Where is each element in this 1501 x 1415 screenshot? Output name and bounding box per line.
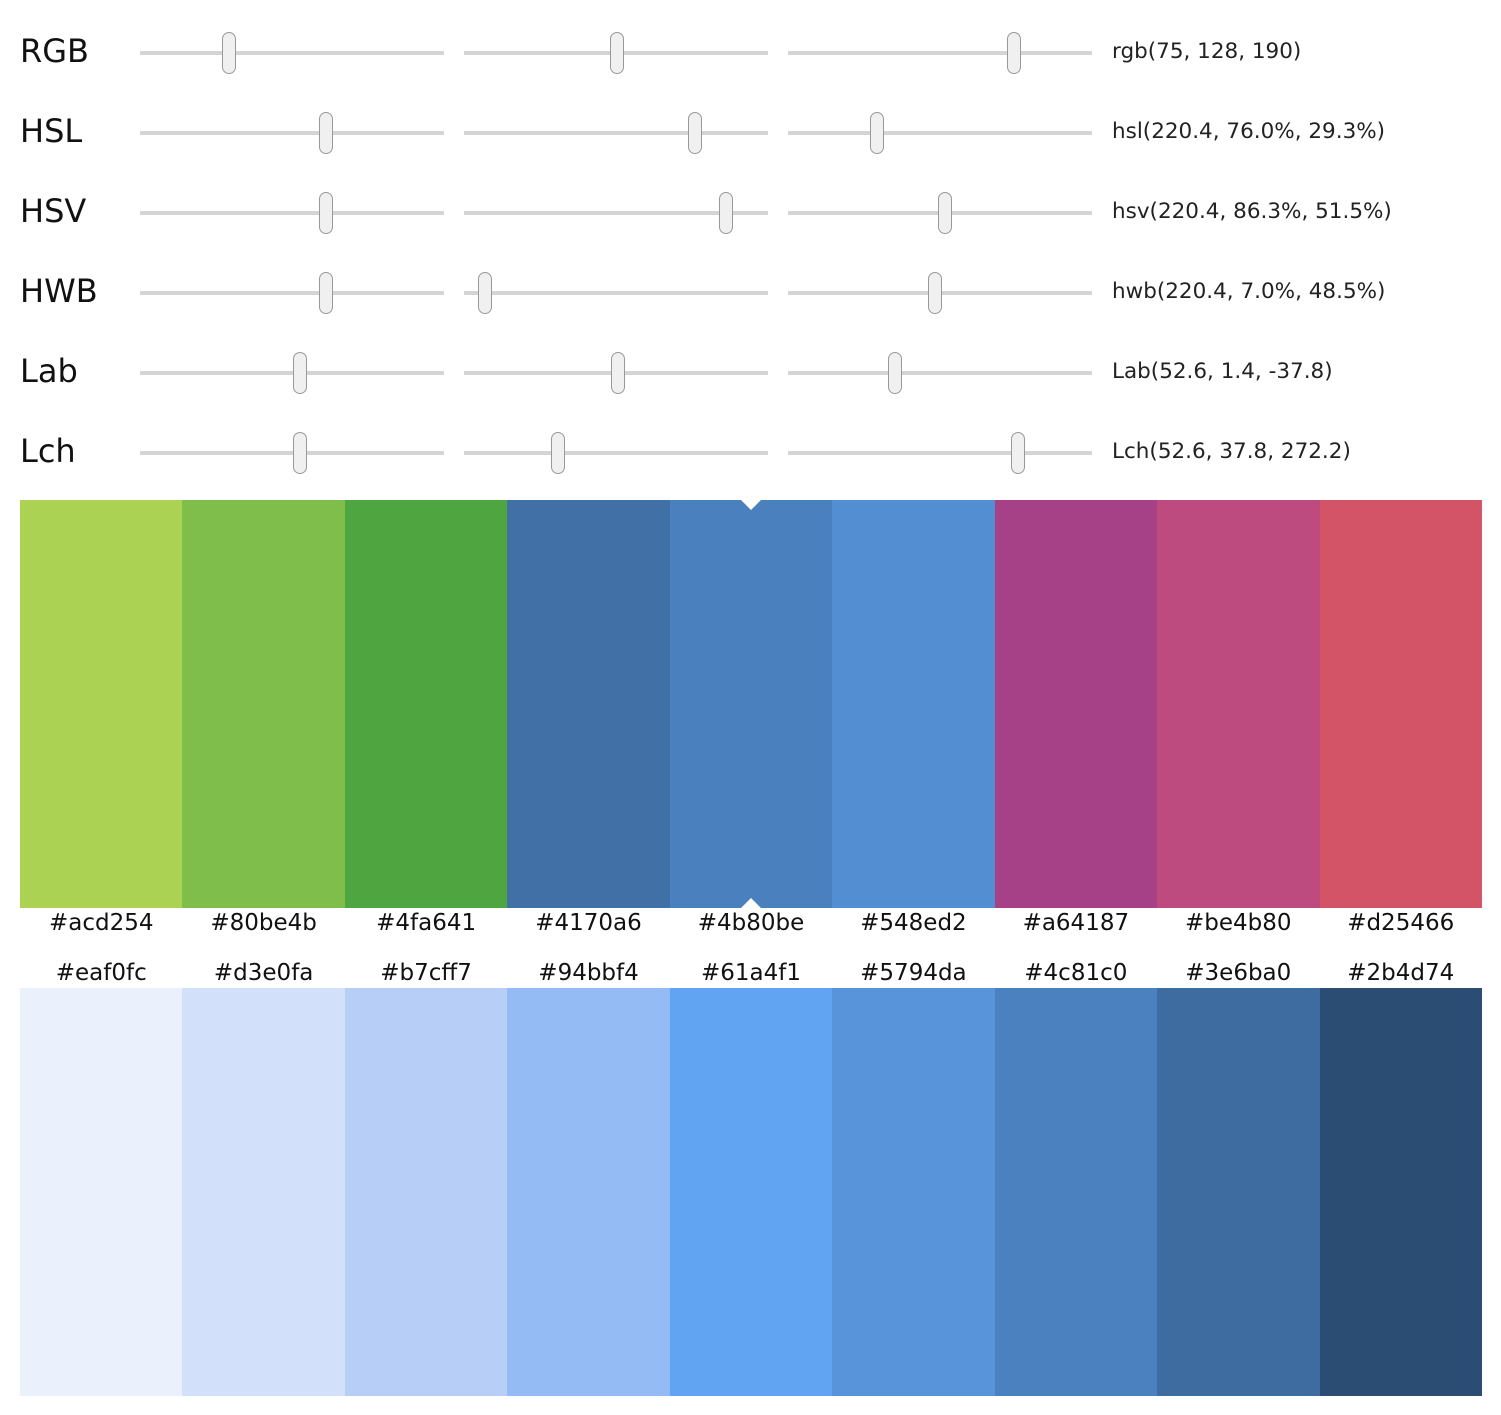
palette-bottom-swatches bbox=[20, 988, 1482, 1396]
hex-label: #3e6ba0 bbox=[1185, 960, 1292, 986]
model-label: HSV bbox=[20, 192, 87, 230]
slider-thumb[interactable] bbox=[319, 272, 333, 314]
slider-thumb[interactable] bbox=[870, 112, 884, 154]
value-text: rgb(75, 128, 190) bbox=[1112, 39, 1302, 64]
slider-thumb[interactable] bbox=[551, 432, 565, 474]
slider-track-1[interactable] bbox=[140, 112, 444, 154]
slider-track-3[interactable] bbox=[788, 32, 1092, 74]
slider-thumb[interactable] bbox=[610, 32, 624, 74]
hex-label: #548ed2 bbox=[860, 910, 967, 936]
slider-track-1[interactable] bbox=[140, 432, 444, 474]
slider-thumb[interactable] bbox=[928, 272, 942, 314]
slider-track-2[interactable] bbox=[464, 272, 768, 314]
slider-thumb[interactable] bbox=[719, 192, 733, 234]
hex-label: #d25466 bbox=[1347, 910, 1455, 936]
color-swatch[interactable] bbox=[182, 500, 345, 908]
slider-track-3[interactable] bbox=[788, 192, 1092, 234]
hex-label: #b7cff7 bbox=[380, 960, 472, 986]
model-label: RGB bbox=[20, 32, 89, 70]
slider-track-2[interactable] bbox=[464, 192, 768, 234]
slider-track-1[interactable] bbox=[140, 192, 444, 234]
slider-track-3[interactable] bbox=[788, 352, 1092, 394]
color-swatch[interactable] bbox=[994, 500, 1158, 908]
selected-marker-bottom-icon bbox=[741, 898, 761, 908]
color-swatch[interactable] bbox=[1157, 988, 1320, 1396]
palette-bottom-labels: #eaf0fc #d3e0fa #b7cff7 #94bbf4 #61a4f1 #5794… bbox=[20, 958, 1482, 988]
hex-label: #61a4f1 bbox=[700, 960, 801, 986]
value-text: hwb(220.4, 7.0%, 48.5%) bbox=[1112, 279, 1386, 304]
hex-label: #4c81c0 bbox=[1024, 960, 1128, 986]
color-swatch[interactable] bbox=[344, 500, 508, 908]
value-text: Lch(52.6, 37.8, 272.2) bbox=[1112, 439, 1351, 464]
slider-row-lch: Lch Lch(52.6, 37.8, 272.2) bbox=[0, 402, 1501, 482]
color-swatch[interactable] bbox=[20, 500, 183, 908]
model-label: HWB bbox=[20, 272, 98, 310]
slider-thumb[interactable] bbox=[1011, 432, 1025, 474]
hex-label: #2b4d74 bbox=[1347, 960, 1455, 986]
slider-track-1[interactable] bbox=[140, 32, 444, 74]
color-swatch[interactable] bbox=[669, 500, 833, 908]
color-swatch[interactable] bbox=[832, 500, 995, 908]
color-swatch[interactable] bbox=[1319, 988, 1482, 1396]
color-swatch[interactable] bbox=[832, 988, 995, 1396]
slider-thumb[interactable] bbox=[938, 192, 952, 234]
slider-thumb[interactable] bbox=[688, 112, 702, 154]
slider-thumb[interactable] bbox=[478, 272, 492, 314]
model-label: Lch bbox=[20, 432, 76, 470]
color-swatch[interactable] bbox=[20, 988, 183, 1396]
slider-thumb[interactable] bbox=[293, 432, 307, 474]
hex-label: #acd254 bbox=[48, 910, 154, 936]
color-swatch[interactable] bbox=[344, 988, 508, 1396]
color-swatch[interactable] bbox=[669, 988, 833, 1396]
slider-thumb[interactable] bbox=[888, 352, 902, 394]
slider-track-3[interactable] bbox=[788, 432, 1092, 474]
selected-marker-top-icon bbox=[741, 500, 761, 510]
slider-track-3[interactable] bbox=[788, 272, 1092, 314]
slider-row-hwb: HWB hwb(220.4, 7.0%, 48.5%) bbox=[0, 242, 1501, 322]
hex-label: #5794da bbox=[860, 960, 967, 986]
hex-label: #eaf0fc bbox=[55, 960, 147, 986]
color-swatch[interactable] bbox=[994, 988, 1158, 1396]
value-text: Lab(52.6, 1.4, -37.8) bbox=[1112, 359, 1333, 384]
slider-track-3[interactable] bbox=[788, 112, 1092, 154]
slider-track-1[interactable] bbox=[140, 352, 444, 394]
slider-thumb[interactable] bbox=[319, 192, 333, 234]
slider-row-lab: Lab Lab(52.6, 1.4, -37.8) bbox=[0, 322, 1501, 402]
model-label: HSL bbox=[20, 112, 83, 150]
hex-label: #94bbf4 bbox=[538, 960, 639, 986]
slider-thumb[interactable] bbox=[222, 32, 236, 74]
slider-thumb[interactable] bbox=[1007, 32, 1021, 74]
hex-label: #4b80be bbox=[697, 910, 805, 936]
color-swatch[interactable] bbox=[182, 988, 345, 1396]
color-swatch[interactable] bbox=[1157, 500, 1320, 908]
slider-track-2[interactable] bbox=[464, 432, 768, 474]
slider-row-hsl: HSL hsl(220.4, 76.0%, 29.3%) bbox=[0, 82, 1501, 162]
model-label: Lab bbox=[20, 352, 78, 390]
color-swatch[interactable] bbox=[1319, 500, 1482, 908]
palette-top-labels: #acd254 #80be4b #4fa641 #4170a6 #4b80be #548e… bbox=[20, 908, 1482, 938]
slider-row-rgb: RGB rgb(75, 128, 190) bbox=[0, 2, 1501, 82]
hex-label: #80be4b bbox=[210, 910, 317, 936]
slider-thumb[interactable] bbox=[319, 112, 333, 154]
hex-label: #4170a6 bbox=[535, 910, 642, 936]
value-text: hsl(220.4, 76.0%, 29.3%) bbox=[1112, 119, 1386, 144]
slider-row-hsv: HSV hsv(220.4, 86.3%, 51.5%) bbox=[0, 162, 1501, 242]
hex-label: #a64187 bbox=[1022, 910, 1130, 936]
hex-label: #be4b80 bbox=[1185, 910, 1292, 936]
slider-thumb[interactable] bbox=[293, 352, 307, 394]
palette-top-swatches bbox=[20, 500, 1482, 908]
slider-track-2[interactable] bbox=[464, 32, 768, 74]
value-text: hsv(220.4, 86.3%, 51.5%) bbox=[1112, 199, 1392, 224]
hex-label: #4fa641 bbox=[376, 910, 477, 936]
slider-thumb[interactable] bbox=[611, 352, 625, 394]
color-swatch[interactable] bbox=[507, 500, 670, 908]
slider-track-2[interactable] bbox=[464, 112, 768, 154]
hex-label: #d3e0fa bbox=[213, 960, 314, 986]
slider-track-2[interactable] bbox=[464, 352, 768, 394]
slider-track-1[interactable] bbox=[140, 272, 444, 314]
color-swatch[interactable] bbox=[507, 988, 670, 1396]
